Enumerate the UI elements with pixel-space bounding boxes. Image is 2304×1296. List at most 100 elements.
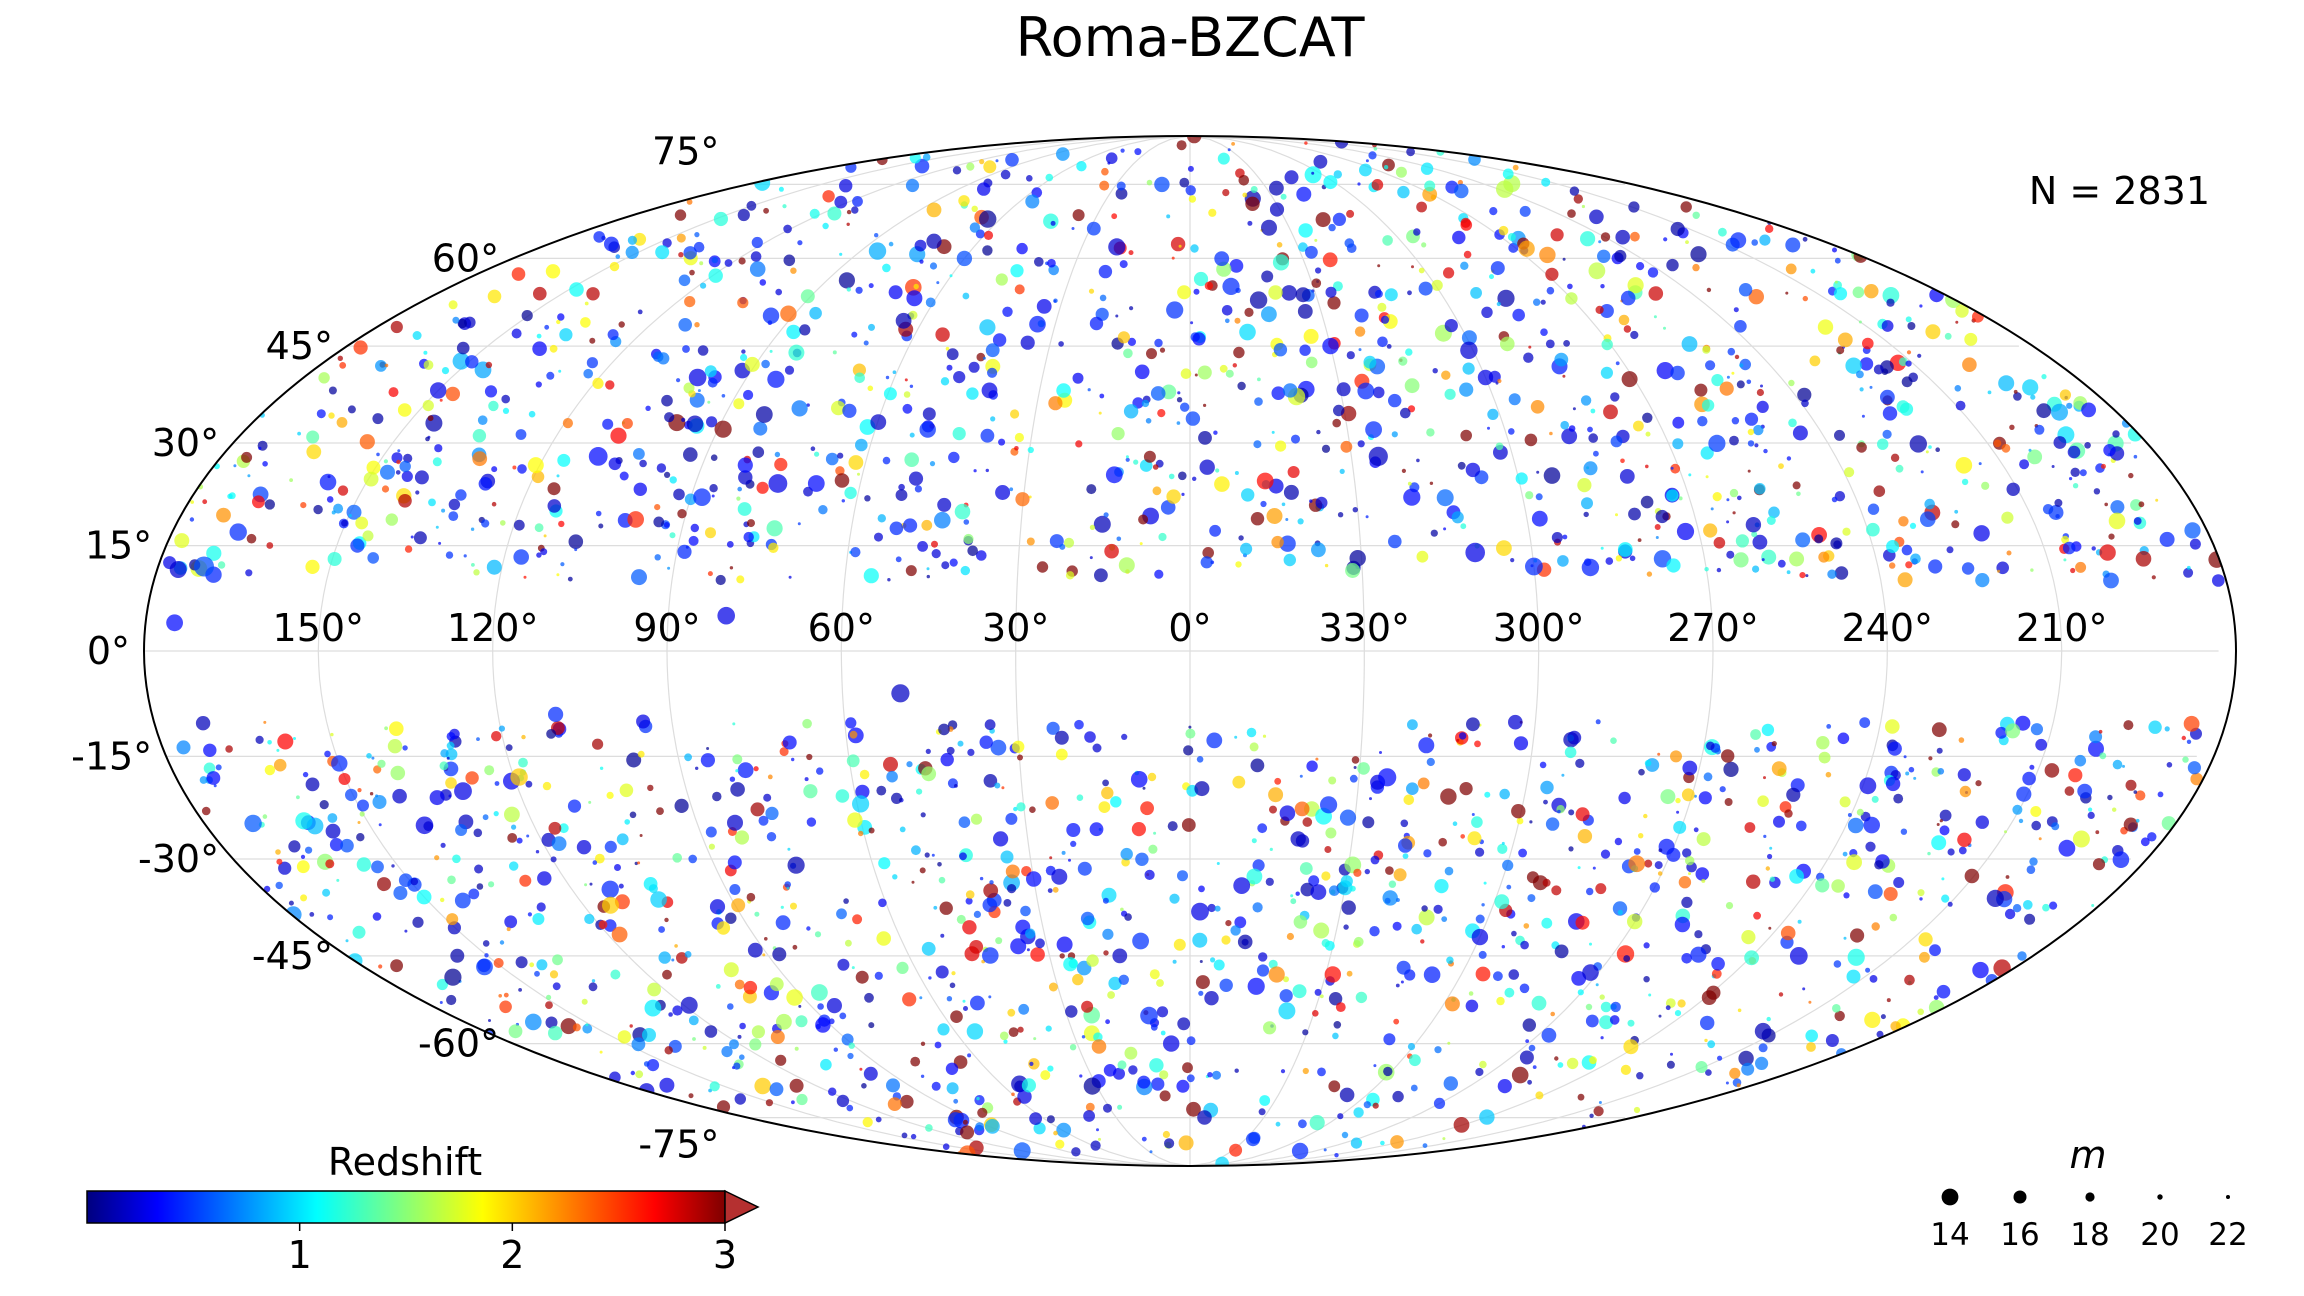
bright-blazar-point: [1465, 462, 1481, 478]
blazar-point: [1072, 973, 1084, 986]
blazar-point: [695, 766, 699, 770]
blazar-point: [551, 836, 567, 851]
blazar-point: [945, 346, 950, 351]
blazar-point: [1379, 751, 1382, 754]
blazar-point: [444, 968, 462, 986]
blazar-point: [560, 562, 565, 567]
blazar-point: [731, 898, 746, 913]
blazar-point: [1081, 1035, 1086, 1039]
blazar-point: [737, 208, 750, 222]
blazar-point: [1658, 838, 1675, 855]
blazar-point: [602, 896, 619, 914]
blazar-point: [1598, 1101, 1602, 1104]
blazar-point: [2133, 790, 2138, 794]
blazar-point: [839, 1012, 847, 1020]
blazar-point: [1029, 806, 1036, 813]
blazar-point: [709, 899, 726, 915]
blazar-point: [1382, 890, 1398, 906]
blazar-point: [1580, 231, 1596, 247]
blazar-point: [1089, 316, 1104, 331]
blazar-point: [1337, 512, 1344, 518]
blazar-point: [1510, 558, 1515, 563]
blazar-point: [1599, 1015, 1614, 1030]
blazar-point: [504, 915, 518, 929]
blazar-point: [2001, 511, 2014, 524]
blazar-point: [1557, 555, 1569, 567]
blazar-point: [1271, 535, 1284, 549]
blazar-point: [2048, 505, 2064, 520]
bright-blazar-point: [331, 755, 348, 772]
blazar-point: [1859, 387, 1864, 392]
blazar-point: [952, 427, 966, 441]
blazar-point: [1633, 848, 1641, 855]
blazar-point: [2088, 740, 2104, 757]
blazar-point: [1099, 294, 1107, 302]
bright-blazar-point: [1204, 991, 1219, 1006]
blazar-point: [1837, 332, 1853, 348]
blazar-point: [2041, 374, 2047, 380]
blazar-point: [1944, 332, 1952, 340]
blazar-point: [905, 565, 917, 577]
blazar-point: [1134, 148, 1142, 156]
blazar-point: [1466, 717, 1480, 732]
blazar-point: [500, 520, 506, 526]
latitude-tick-label: 75°: [652, 129, 719, 173]
blazar-point: [1681, 336, 1698, 352]
blazar-point: [1463, 250, 1472, 259]
blazar-point: [931, 540, 938, 548]
blazar-point: [1102, 897, 1109, 904]
blazar-point: [887, 1097, 902, 1111]
blazar-point: [1562, 374, 1566, 378]
blazar-point: [1831, 496, 1838, 503]
blazar-point: [1443, 1076, 1459, 1091]
blazar-point: [446, 913, 459, 926]
blazar-point: [195, 716, 211, 731]
blazar-point: [1516, 817, 1524, 825]
blazar-point: [1816, 736, 1830, 750]
blazar-point: [1353, 868, 1362, 877]
blazar-point: [1076, 161, 1087, 172]
blazar-point: [2108, 533, 2115, 540]
blazar-point: [525, 780, 533, 788]
blazar-point: [371, 756, 375, 760]
blazar-point: [683, 382, 695, 394]
blazar-point: [521, 310, 533, 322]
blazar-point: [934, 511, 951, 529]
blazar-point: [762, 953, 766, 957]
blazar-point: [1346, 209, 1355, 218]
blazar-point: [473, 828, 483, 838]
blazar-point: [688, 535, 699, 546]
blazar-point: [1403, 794, 1415, 806]
blazar-point: [1345, 563, 1361, 578]
blazar-point: [1065, 1005, 1078, 1018]
blazar-point: [528, 410, 536, 418]
blazar-point: [1567, 730, 1582, 745]
blazar-point: [476, 883, 484, 890]
blazar-point: [1215, 468, 1220, 473]
blazar-point: [1623, 955, 1631, 962]
blazar-point: [1677, 999, 1686, 1008]
blazar-point: [1465, 999, 1479, 1013]
blazar-point: [391, 864, 395, 868]
blazar-point: [1706, 741, 1715, 751]
blazar-point: [604, 840, 617, 854]
blazar-point: [1736, 380, 1745, 389]
blazar-point: [352, 925, 366, 939]
blazar-point: [664, 1046, 673, 1055]
blazar-point: [1072, 372, 1084, 384]
blazar-point: [1583, 511, 1589, 518]
blazar-point: [846, 1104, 854, 1112]
longitude-gridline: [1189, 136, 1540, 1166]
blazar-point: [1200, 556, 1213, 569]
blazar-point: [1554, 1056, 1559, 1061]
blazar-point: [1637, 538, 1642, 542]
blazar-point: [1309, 499, 1313, 503]
blazar-point: [1864, 284, 1879, 299]
blazar-point: [1959, 785, 1972, 798]
blazar-point: [1391, 431, 1398, 438]
blazar-point: [677, 509, 687, 519]
blazar-point: [852, 914, 863, 925]
blazar-point: [1299, 774, 1303, 778]
blazar-point: [861, 1083, 867, 1089]
